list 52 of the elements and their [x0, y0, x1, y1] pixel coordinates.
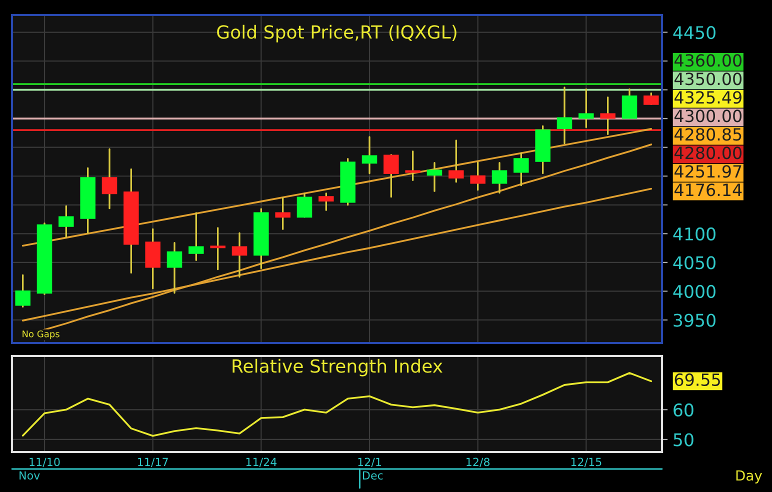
text: 4280.85: [674, 128, 742, 141]
candlestick: [470, 161, 486, 191]
candlestick: [166, 242, 182, 294]
ref-line-label: 4360.00: [674, 54, 742, 67]
y-tick-label: 4050: [673, 256, 716, 270]
text: Gold Spot Price,RT (IQXGL): [217, 24, 456, 42]
candlestick: [600, 96, 616, 135]
candlestick: [492, 162, 508, 194]
ref-line-label: 4350.00: [674, 72, 742, 86]
candlestick: [384, 154, 399, 198]
text: 4325.49: [674, 91, 742, 104]
candlestick: [58, 205, 74, 238]
y-tick-label: 4000: [673, 284, 716, 298]
candlestick: [318, 192, 334, 211]
candlestick: [232, 232, 248, 278]
candlestick: [210, 227, 226, 270]
y-tick-label: 50: [674, 433, 694, 446]
y-tick-label: 4100: [673, 227, 716, 241]
candlestick: [644, 92, 659, 106]
y-tick-label: 60: [674, 403, 694, 417]
line-series: [22, 128, 652, 247]
x-tick-label: 12/8: [466, 458, 490, 468]
candlestick: [102, 148, 118, 210]
candlestick: [578, 88, 594, 128]
x-tick-label: 12/15: [571, 458, 602, 468]
text: 4251.97: [674, 165, 742, 178]
x-tick-label: 12/1: [358, 458, 381, 468]
candlestick: [362, 136, 378, 174]
text: 4176.14: [674, 184, 742, 196]
candlestick: [622, 88, 638, 119]
candlestick: [448, 140, 464, 183]
chart-title: Relative Strength Index: [232, 358, 442, 376]
y-tick-label: 3950: [674, 314, 716, 327]
text: 69.55: [674, 373, 720, 386]
candlestick: [275, 197, 290, 230]
candlestick: [426, 162, 442, 192]
ref-line-label: 4280.00: [674, 146, 742, 160]
candlestick: [188, 212, 204, 261]
text: Nov: [20, 471, 40, 480]
candlestick: [556, 86, 572, 144]
x-tick-label: 11/17: [138, 458, 168, 468]
x-tick-label: 11/24: [246, 458, 277, 468]
candlestick: [296, 192, 312, 218]
candlestick: [15, 274, 30, 308]
annotation: No Gaps: [22, 330, 60, 340]
candlestick: [514, 152, 529, 186]
candlestick: [405, 150, 420, 181]
x-tick-label: 11/10: [30, 458, 60, 468]
ref-line-label: 4300.00: [674, 110, 742, 122]
text: Day: [736, 470, 762, 484]
text: Dec: [363, 471, 383, 480]
y-tick-label: 4450: [673, 26, 716, 40]
